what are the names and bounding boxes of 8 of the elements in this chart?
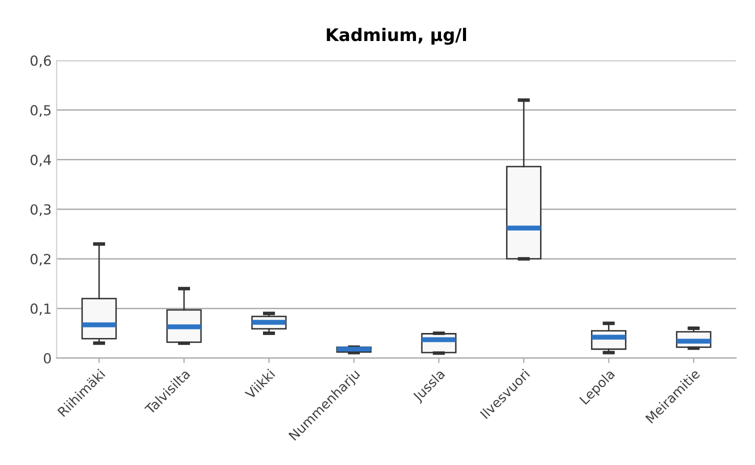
y-tick-label: 0,5: [30, 105, 51, 117]
y-tick-label: 0,3: [30, 204, 51, 216]
y-tick-label: 0,2: [30, 254, 50, 266]
y-tick-label: 0,6: [30, 55, 51, 68]
y-tick-label: 0,4: [30, 154, 51, 167]
chart-title: Kadmium, µg/l: [326, 28, 466, 45]
y-tick-label: 0,1: [30, 303, 50, 316]
y-tick-label: 0: [44, 353, 51, 364]
